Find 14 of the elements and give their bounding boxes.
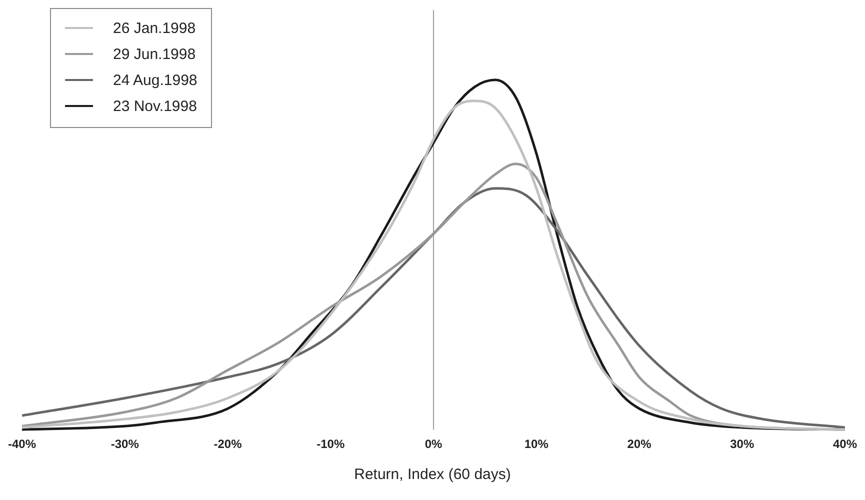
x-tick-label: 20% [627,437,652,452]
x-tick-label: 40% [832,437,858,452]
x-tick-label: -30% [110,437,140,452]
x-tick-label: -40% [8,437,36,452]
x-tick-label: 0% [424,437,442,452]
x-tick-label: 30% [730,437,754,452]
legend-label: 23 Nov.1998 [113,98,197,114]
legend-label: 24 Aug.1998 [113,72,198,88]
x-tick-label: -10% [316,437,345,452]
x-tick-label: 10% [524,437,549,452]
x-axis-title: Return, Index (60 days) [353,466,512,483]
x-tick-label: -20% [214,437,242,452]
legend-label: 29 Jun.1998 [113,46,196,62]
legend-label: 26 Jan.1998 [113,20,196,36]
